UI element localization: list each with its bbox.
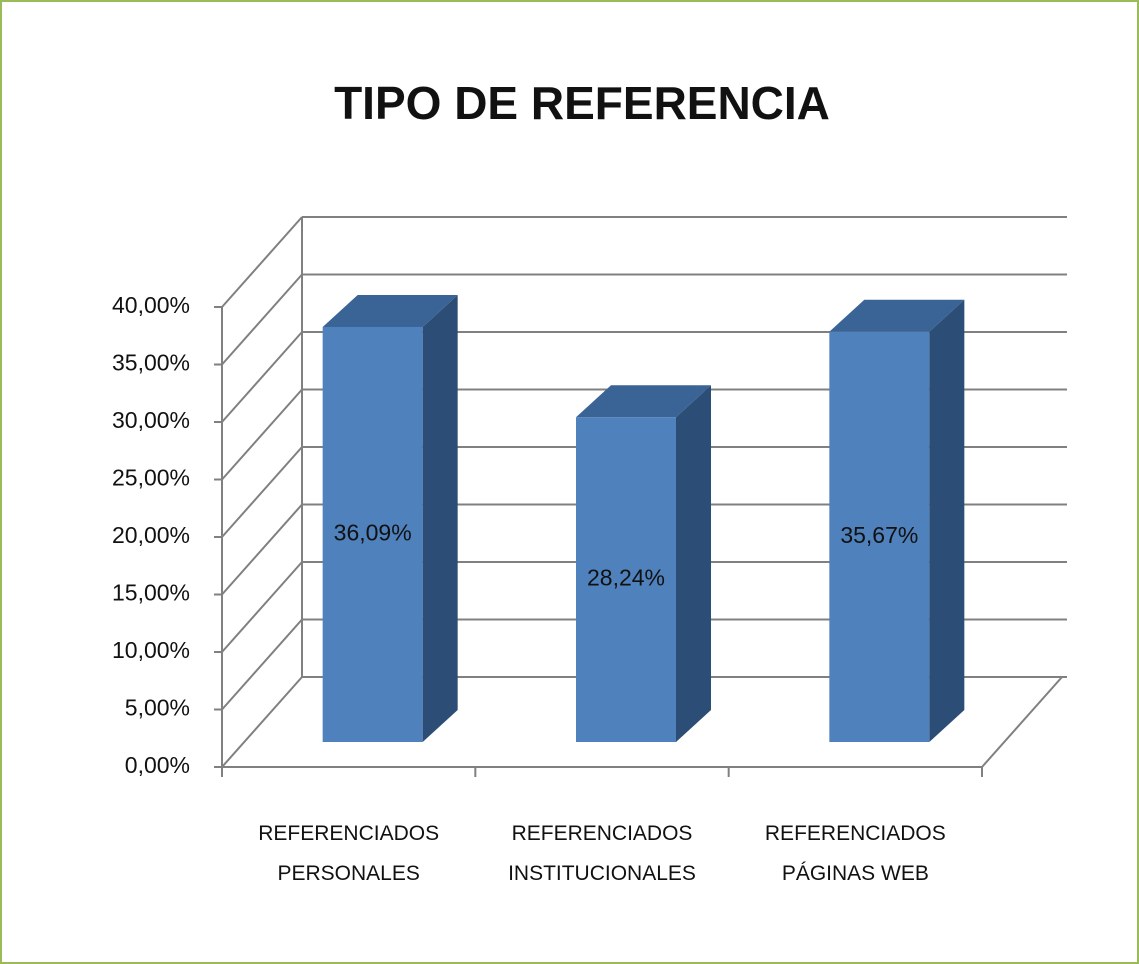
chart-title: TIPO DE REFERENCIA bbox=[334, 77, 830, 129]
value-label: 36,09% bbox=[334, 520, 412, 546]
value-label: 28,24% bbox=[587, 565, 665, 591]
bar bbox=[829, 331, 930, 742]
x-tick-label: REFERENCIADOS PERSONALES bbox=[258, 822, 440, 885]
bar-top bbox=[829, 299, 965, 332]
value-label: 35,67% bbox=[840, 522, 918, 548]
y-tick-label: 0,00% bbox=[125, 752, 190, 778]
grid-line bbox=[221, 676, 303, 768]
bar-side bbox=[422, 294, 458, 742]
y-tick-label: 5,00% bbox=[125, 695, 190, 721]
grid-line bbox=[221, 561, 303, 653]
grid-line bbox=[221, 331, 303, 423]
y-tick-label: 35,00% bbox=[112, 350, 190, 376]
grid-line bbox=[221, 388, 303, 481]
bar-top bbox=[576, 385, 711, 418]
bar bbox=[322, 326, 423, 742]
y-tick-label: 20,00% bbox=[112, 522, 190, 548]
grid-line bbox=[221, 273, 303, 366]
y-tick-label: 15,00% bbox=[112, 580, 190, 606]
grid-line bbox=[221, 503, 303, 596]
y-tick-label: 30,00% bbox=[112, 407, 190, 433]
grid-line bbox=[221, 216, 303, 308]
x-tick-label: REFERENCIADOS INSTITUCIONALES bbox=[508, 822, 696, 885]
floor-right-edge bbox=[981, 676, 1063, 768]
grid-line bbox=[221, 446, 303, 538]
y-tick-label: 40,00% bbox=[112, 292, 190, 318]
x-tick-label: REFERENCIADOS PÁGINAS WEB bbox=[764, 822, 946, 885]
bar-top bbox=[322, 294, 458, 327]
bar bbox=[576, 417, 676, 742]
y-tick-label: 10,00% bbox=[112, 637, 190, 663]
y-tick-label: 25,00% bbox=[112, 465, 190, 491]
grid-line bbox=[221, 618, 303, 711]
bar-side bbox=[929, 299, 965, 742]
bar-side bbox=[676, 385, 711, 742]
